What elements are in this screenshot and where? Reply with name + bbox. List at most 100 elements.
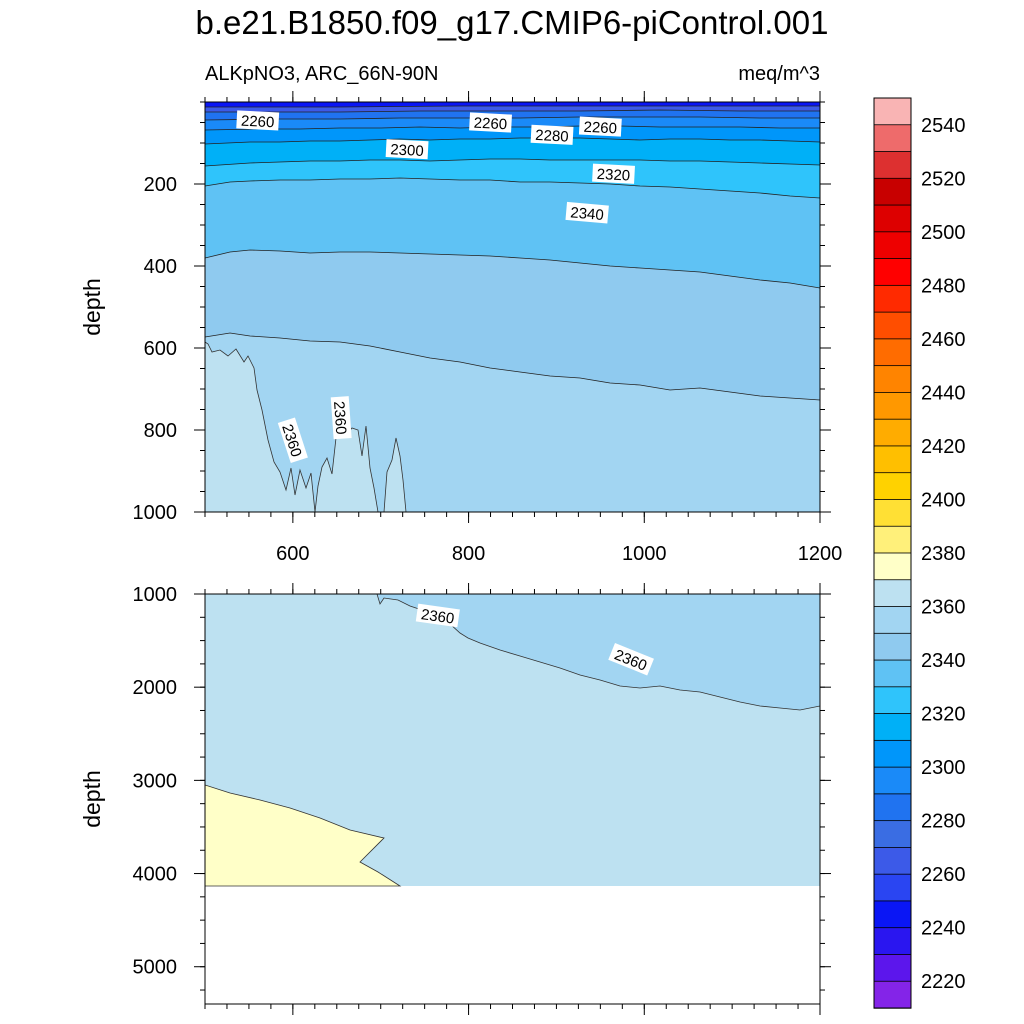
upper-contour-label: 2260 — [469, 112, 512, 133]
contour-label-background — [608, 643, 654, 676]
chart-title: b.e21.B1850.f09_g17.CMIP6-piControl.001 — [195, 4, 829, 41]
colorbar-swatch — [873, 124, 912, 153]
upper-contour-label: 2340 — [565, 201, 609, 224]
upper-contour-label: 2300 — [385, 139, 429, 160]
upper-contour-label: 2260 — [236, 110, 280, 132]
colorbar-swatch — [873, 258, 912, 287]
upper-y-tick-label: 800 — [144, 420, 177, 442]
contour-line-2340 — [205, 332, 820, 401]
contour-label-text: 2360 — [330, 401, 349, 435]
colorbar-label: 2420 — [921, 436, 966, 458]
contour-line-2300 — [205, 177, 820, 199]
upper-y-tick-label: 200 — [144, 174, 177, 196]
lower-axes: 1000 2000 3000 4000 5000 — [133, 583, 831, 1015]
upper-contour-label: 2280 — [530, 124, 574, 146]
colorbar-swatch — [873, 499, 912, 527]
colorbar-label: 2280 — [921, 811, 966, 833]
colorbar-swatch — [873, 579, 912, 608]
colorbar-swatch — [873, 793, 912, 822]
contour-label-text: 2260 — [241, 113, 275, 132]
colorbar-swatch — [873, 177, 912, 206]
colorbar-label: 2460 — [921, 329, 966, 351]
colorbar-swatch — [873, 632, 912, 661]
colorbar-label: 2380 — [921, 543, 966, 565]
contour-label-text: 2360 — [420, 606, 455, 627]
lower-y-tick-label: 4000 — [133, 864, 178, 886]
colorbar-swatch — [873, 151, 912, 179]
contour-label-text: 2300 — [390, 141, 424, 160]
contour-label-background — [469, 112, 512, 133]
upper-axes: 600 800 1000 1200 200 400 600 800 1000 — [133, 91, 843, 565]
upper-y-tick-label: 600 — [144, 338, 177, 360]
colorbar-swatch — [873, 847, 912, 875]
colorbar-label: 2220 — [921, 971, 966, 993]
colorbar-swatch — [873, 739, 912, 768]
lower-y-tick-label: 5000 — [133, 957, 178, 979]
lower-y-tick-label: 2000 — [133, 677, 178, 699]
contour-line-2200 — [205, 109, 820, 113]
colorbar-swatch — [873, 231, 912, 260]
upper-contour-label: 2360 — [330, 396, 352, 440]
upper-y-tick-label: 400 — [144, 256, 177, 278]
contour-label-background — [565, 201, 609, 224]
colorbar-label: 2320 — [921, 704, 966, 726]
colorbar-label: 2360 — [921, 597, 966, 619]
colorbar-swatch — [873, 766, 912, 795]
subtitle-left: ALKpNO3, ARC_66N-90N — [205, 63, 438, 85]
colorbar-swatch — [873, 659, 912, 688]
region-2360-deep — [205, 341, 407, 512]
colorbar-swatch — [873, 311, 912, 340]
colorbar-label: 2440 — [921, 382, 966, 404]
colorbar-swatch — [873, 365, 912, 394]
contour-line-2260 — [205, 137, 820, 145]
colorbar-swatch — [873, 204, 912, 233]
upper-x-tick-label: 1200 — [798, 543, 843, 565]
contour-label-background — [385, 139, 429, 160]
colorbar-swatch — [873, 97, 912, 126]
colorbar-swatch — [873, 606, 912, 634]
colorbar-label: 2260 — [921, 864, 966, 886]
upper-contour-label: 2320 — [592, 163, 635, 185]
lower-y-tick-label: 1000 — [133, 584, 178, 606]
colorbar-swatch — [873, 900, 912, 929]
colorbar-label: 2400 — [921, 489, 966, 511]
contour-label-background — [330, 396, 352, 440]
colorbar-swatch — [873, 525, 912, 554]
colorbar-swatch — [873, 472, 912, 501]
upper-contour-label: 2260 — [578, 116, 622, 137]
colorbar-label: 2480 — [921, 275, 966, 297]
colorbar: 2540 2520 2500 2480 2460 2440 2420 2400 2380 2360… — [873, 97, 966, 1009]
contour-label-text: 2260 — [473, 115, 507, 134]
upper-x-tick-label: 1000 — [622, 543, 667, 565]
contour-line-2320 — [205, 249, 820, 289]
colorbar-swatch — [873, 713, 912, 742]
colorbar-label: 2300 — [921, 757, 966, 779]
colorbar-swatch — [873, 686, 912, 715]
contour-line-2280 — [205, 158, 820, 167]
colorbar-label: 2240 — [921, 918, 966, 940]
contour-label-background — [530, 124, 574, 145]
contour-label-background — [236, 110, 280, 131]
colorbar-label: 2340 — [921, 650, 966, 672]
colorbar-swatch — [873, 927, 912, 956]
lower-y-tick-label: 3000 — [133, 770, 178, 792]
colorbar-label: 2520 — [921, 168, 966, 190]
contour-line-surface — [205, 105, 820, 108]
colorbar-swatch — [873, 820, 912, 849]
colorbar-swatch — [873, 418, 912, 447]
colorbar-swatch — [873, 980, 912, 1009]
colorbar-label: 2500 — [921, 222, 966, 244]
colorbar-frame — [873, 97, 912, 1009]
contour-label-text: 2320 — [596, 166, 630, 185]
colorbar-swatch — [873, 445, 912, 474]
contour-label-background — [592, 163, 635, 184]
contour-line-2240 — [205, 125, 820, 131]
upper-y-tick-label: 1000 — [133, 502, 178, 524]
contour-label-background — [578, 116, 622, 137]
colorbar-swatch — [873, 873, 912, 902]
colorbar-swatch — [873, 392, 912, 420]
